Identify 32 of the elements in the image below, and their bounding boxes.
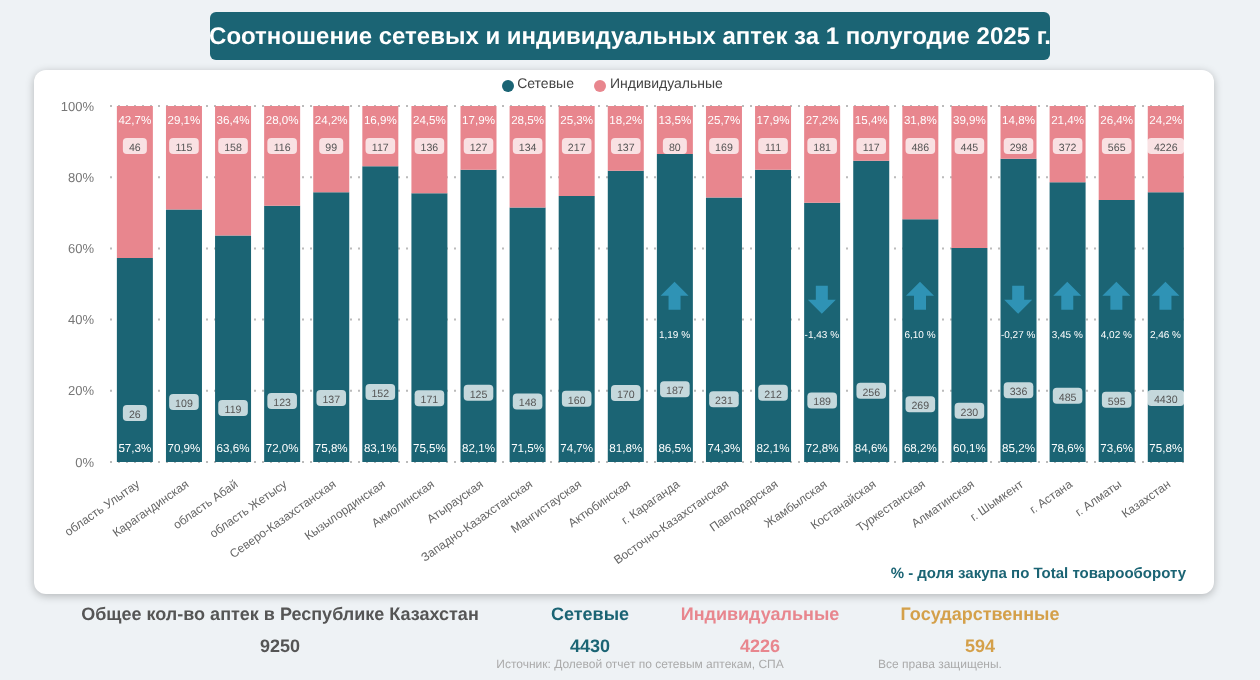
text: 4430	[567, 636, 613, 656]
text: Сетевые	[548, 604, 632, 624]
text: Общее кол-во аптек в Республике Казахстан	[79, 604, 481, 624]
bar	[460, 169, 497, 462]
bar	[705, 197, 742, 462]
bar	[1098, 199, 1135, 462]
bar	[1147, 192, 1184, 462]
bar	[509, 207, 546, 462]
text: 594	[962, 636, 998, 656]
bar	[558, 196, 595, 462]
bar	[165, 209, 202, 462]
bar	[264, 205, 301, 462]
text: Государственные	[898, 604, 1062, 624]
text: 9250	[257, 636, 303, 656]
bar	[853, 160, 890, 462]
bar	[215, 106, 252, 236]
bar	[313, 192, 350, 462]
bar	[951, 106, 988, 249]
bar	[116, 106, 153, 259]
bar	[411, 193, 448, 462]
bar	[951, 248, 988, 462]
bar	[215, 235, 252, 462]
bar	[755, 169, 792, 462]
text: 4226	[737, 636, 783, 656]
bar	[1000, 158, 1037, 462]
bar	[362, 166, 399, 462]
bar	[1049, 182, 1086, 462]
bar	[607, 170, 644, 462]
text: Индивидуальные	[678, 604, 842, 624]
chart-title: Соотношение сетевых и индивидуальных аптек за 1 полугодие 2025 г.	[209, 12, 1051, 60]
bar	[804, 202, 841, 462]
bar	[116, 258, 153, 462]
